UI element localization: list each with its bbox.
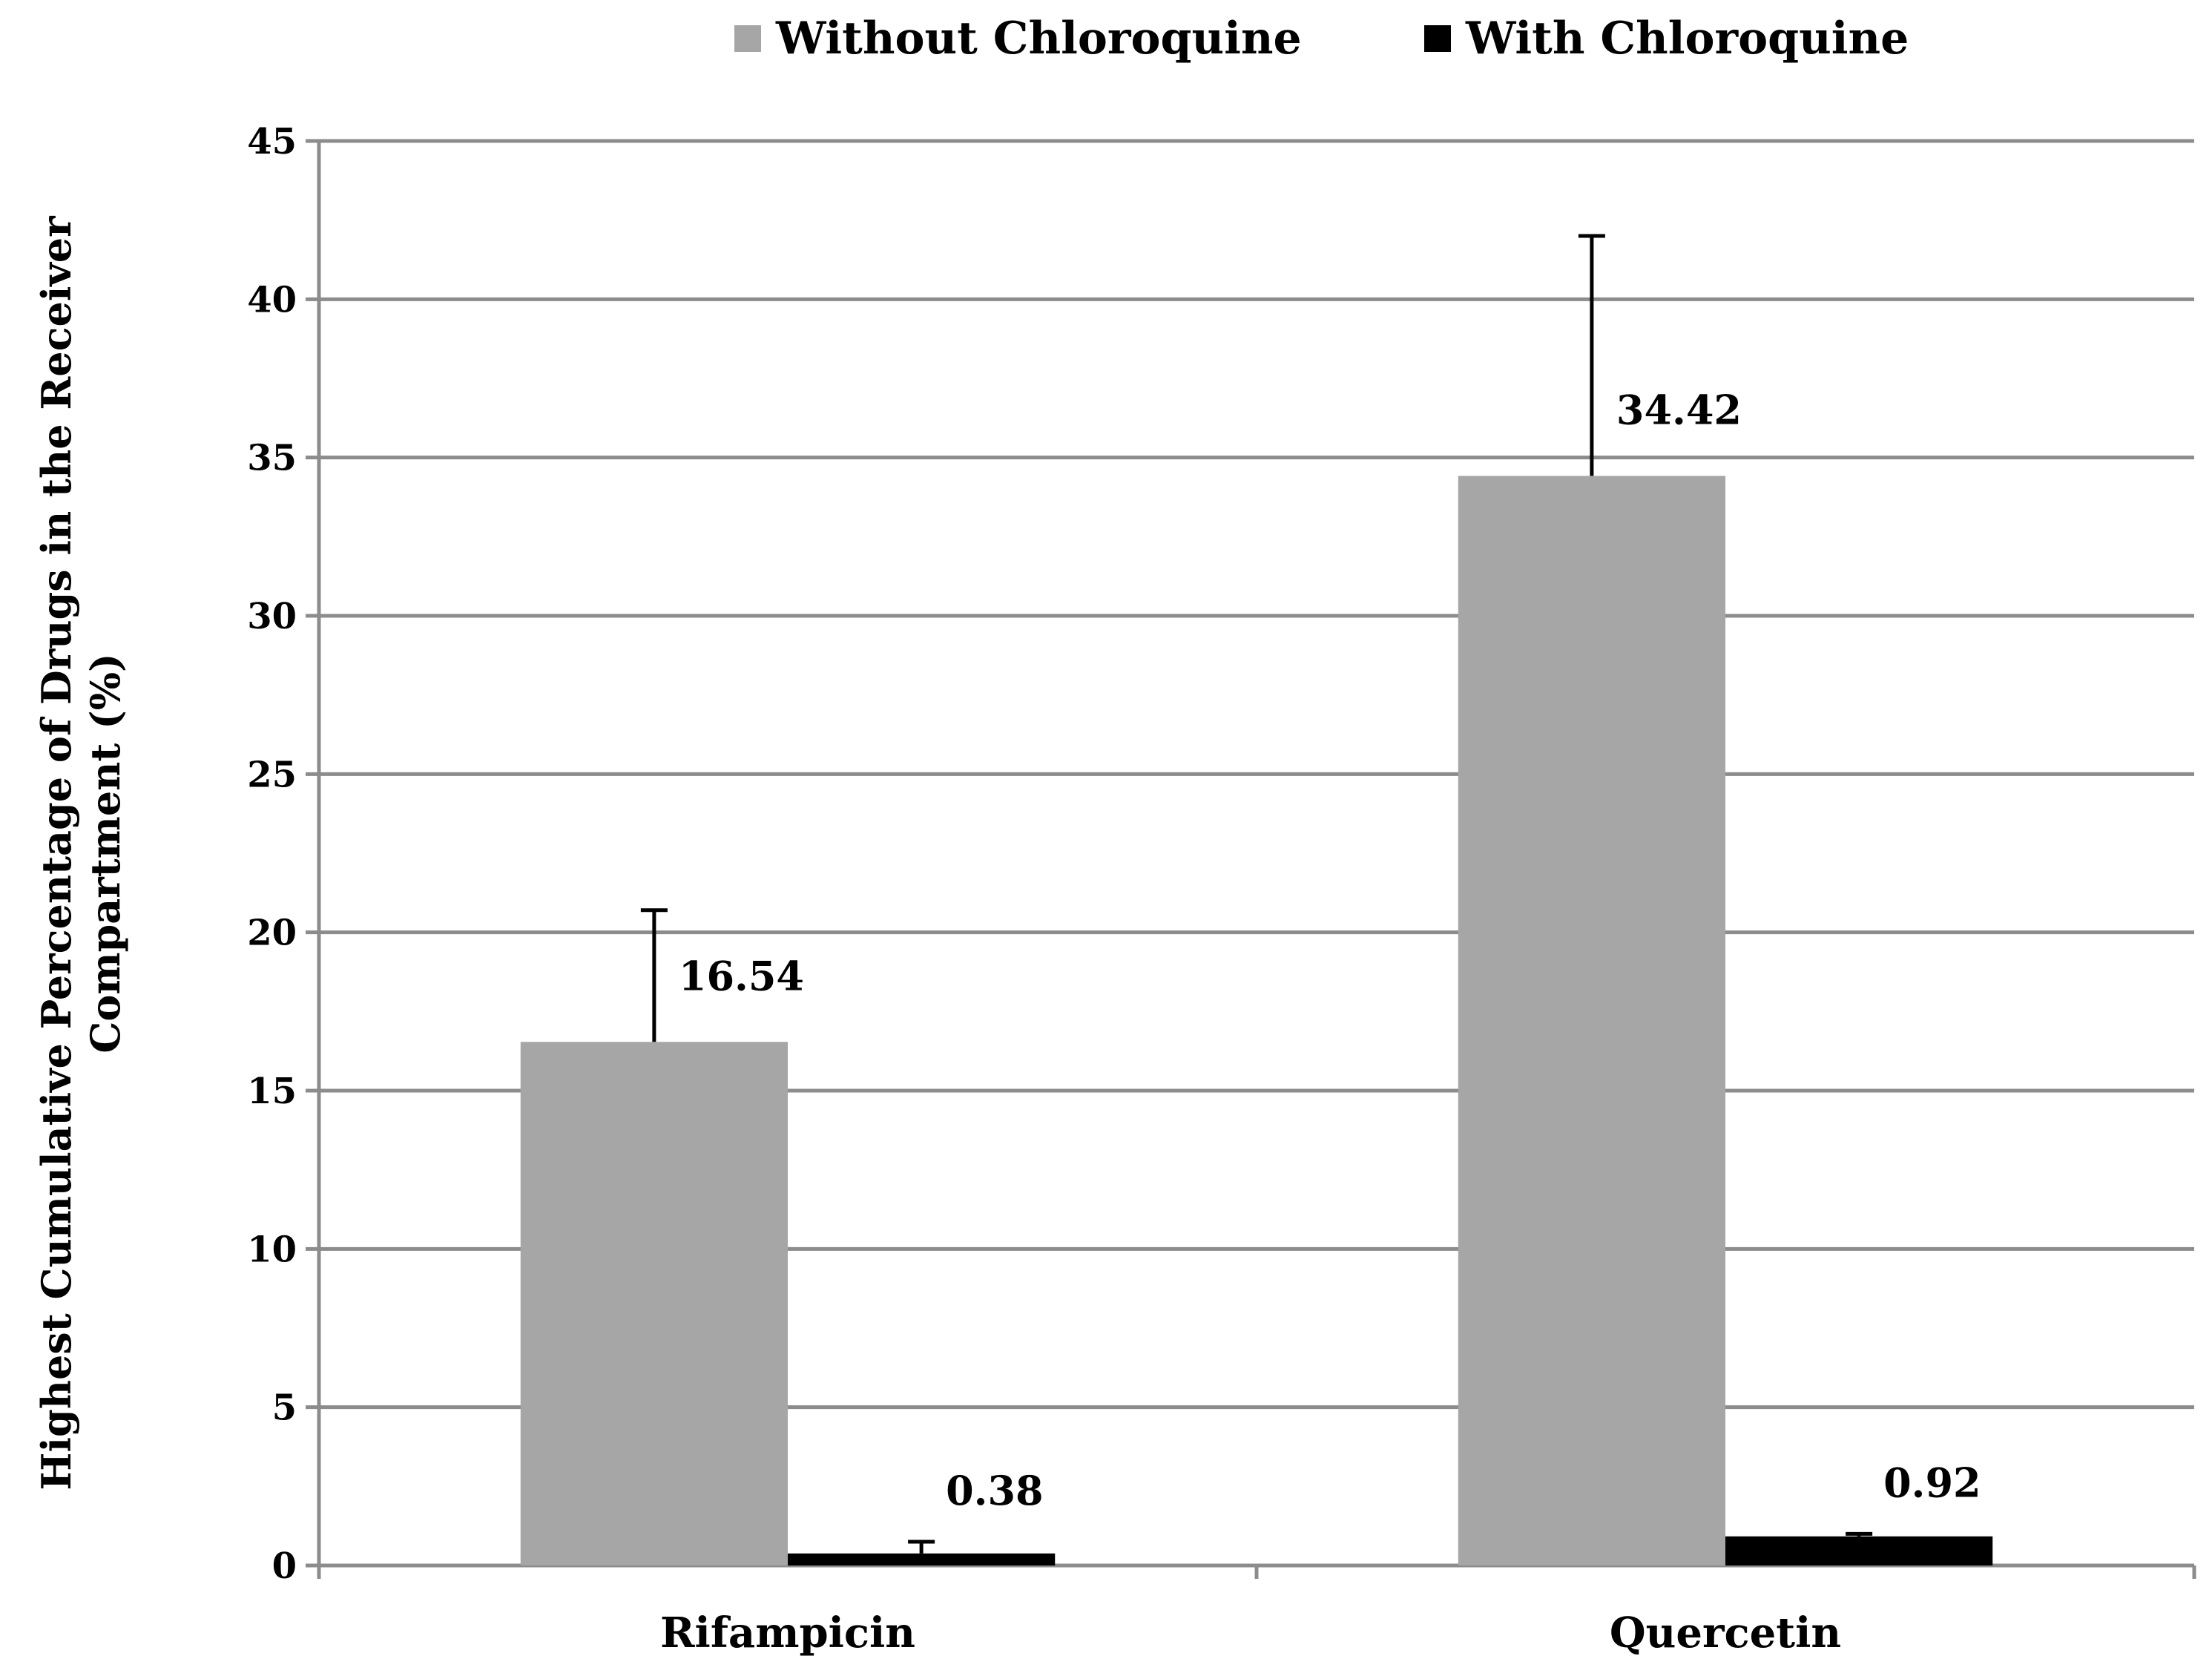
y-tick-label: 25	[247, 754, 297, 795]
y-tick-label: 35	[247, 438, 297, 479]
x-category-label: Quercetin	[1610, 1609, 1841, 1657]
data-label: 0.92	[1883, 1459, 1981, 1506]
bar	[1458, 476, 1725, 1565]
y-tick-label: 15	[247, 1071, 297, 1112]
error-bars	[640, 234, 1873, 1554]
data-label: 16.54	[679, 952, 804, 999]
y-axis-title: Highest Cumulative Percentage of Drugs i…	[33, 216, 129, 1491]
legend-label: With Chloroquine	[1465, 13, 1909, 65]
y-tick-label: 5	[272, 1387, 297, 1429]
y-axis-title-line: Compartment (%)	[82, 653, 129, 1053]
y-axis-title-line: Highest Cumulative Percentage of Drugs i…	[33, 216, 80, 1491]
y-tick-label: 10	[247, 1229, 297, 1270]
y-tick-label: 45	[247, 121, 297, 162]
y-axis-label: Highest Cumulative Percentage of Drugs i…	[33, 216, 129, 1491]
y-tick-label: 40	[247, 279, 297, 321]
bar	[1725, 1536, 1993, 1565]
x-category-label: Rifampicin	[660, 1609, 915, 1657]
bar	[788, 1553, 1056, 1565]
axes: 0 5 10 15 20 25 30 35 40 45 Rifampicin Quercetin	[247, 121, 2196, 1657]
data-label: 34.42	[1616, 386, 1742, 433]
data-labels: 16.54 0.38 34.42 0.92	[679, 386, 1981, 1514]
bars	[520, 476, 1993, 1565]
bar	[520, 1042, 788, 1565]
legend-swatch	[1424, 25, 1451, 52]
y-tick-label: 20	[247, 913, 297, 954]
legend-label: Without Chloroquine	[775, 13, 1302, 65]
y-tick-label: 30	[247, 596, 297, 637]
data-label: 0.38	[946, 1467, 1044, 1514]
y-tick-label: 0	[272, 1545, 297, 1587]
legend-swatch	[734, 25, 761, 52]
legend: Without Chloroquine With Chloroquine	[734, 13, 1909, 65]
